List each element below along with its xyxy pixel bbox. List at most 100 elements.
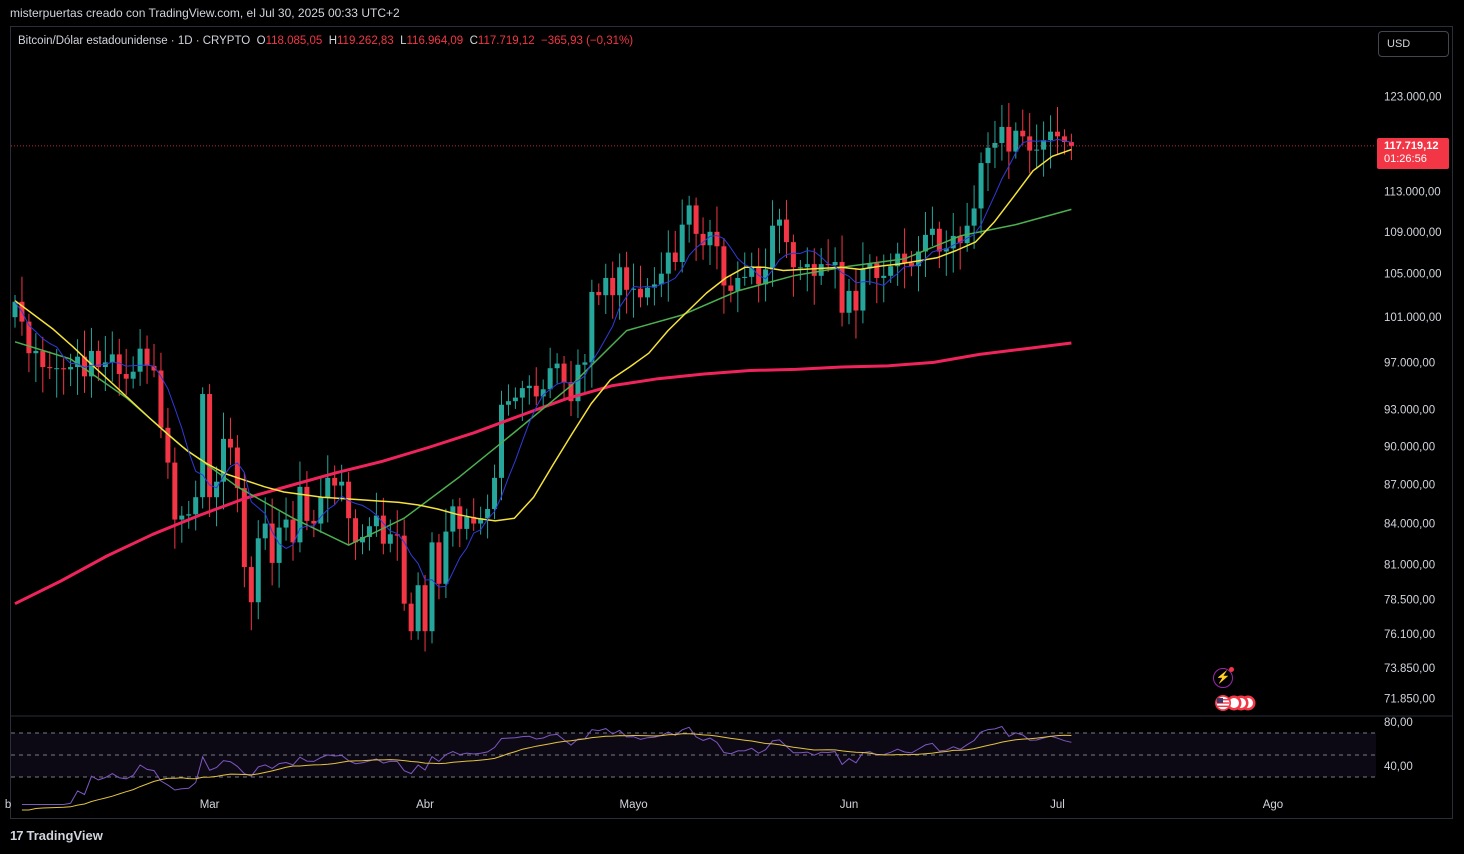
- close-value: 117.719,12: [477, 35, 535, 47]
- candle-body: [102, 362, 108, 368]
- candle-body: [325, 477, 331, 498]
- candle-body: [1055, 131, 1060, 137]
- candle-body: [360, 536, 365, 543]
- us-events-icon[interactable]: [1212, 694, 1256, 712]
- candle-body: [123, 374, 129, 379]
- rsi-tick-label: 80,00: [1384, 717, 1413, 729]
- y-tick-label: 101.000,00: [1384, 312, 1442, 324]
- last-price-value: 117.719,12: [1384, 140, 1439, 152]
- candle-body: [332, 477, 338, 486]
- candle-body: [818, 264, 824, 276]
- candle-body: [1034, 149, 1040, 151]
- candle-body: [992, 142, 998, 148]
- currency-button[interactable]: USD: [1378, 31, 1449, 57]
- candle-body: [172, 462, 178, 520]
- candle-body: [874, 263, 880, 278]
- candle-body: [26, 321, 32, 354]
- x-axis-label: Jul: [1050, 799, 1065, 811]
- chart-attribution: misterpuertas creado con TradingView.com…: [10, 6, 400, 20]
- candle-body: [158, 370, 164, 428]
- candle-body: [582, 362, 588, 365]
- y-tick-label: 93.000,00: [1384, 405, 1435, 417]
- candle-body: [116, 354, 122, 375]
- footer: 17 TradingView: [10, 828, 103, 843]
- candle-body: [658, 273, 664, 285]
- candle-body: [728, 285, 734, 291]
- candle-body: [415, 585, 421, 632]
- lightning-icon[interactable]: ⚡: [1213, 667, 1234, 688]
- candle-body: [631, 288, 637, 290]
- candle-body: [241, 488, 247, 568]
- candle-body: [436, 542, 442, 584]
- candle-body: [95, 350, 101, 368]
- candle-body: [478, 518, 484, 524]
- candle-body: [82, 356, 87, 377]
- candle-body: [957, 235, 963, 244]
- candle-body: [519, 388, 525, 398]
- candle-body: [47, 367, 53, 369]
- candle-body: [644, 287, 650, 298]
- x-axis-label: Jun: [840, 799, 859, 811]
- candle-body: [797, 267, 803, 269]
- low-label: L: [400, 35, 407, 47]
- candle-body: [408, 603, 414, 632]
- candle-body: [860, 268, 866, 311]
- candle-body: [526, 385, 532, 389]
- candle-body: [394, 534, 400, 536]
- candle-body: [207, 394, 213, 498]
- candle-body: [575, 364, 581, 402]
- candle-body: [339, 481, 345, 486]
- y-tick-label: 73.850,00: [1384, 663, 1435, 675]
- x-axis-label: Ago: [1263, 799, 1283, 811]
- x-axis-label: b: [5, 799, 11, 811]
- candle-body: [617, 267, 623, 296]
- candle-body: [193, 497, 199, 515]
- open-value: 118.085,05: [265, 35, 323, 47]
- candle-body: [568, 382, 574, 402]
- candle-body: [186, 514, 192, 516]
- candle-body: [492, 477, 498, 509]
- y-tick-label: 81.000,00: [1384, 559, 1435, 571]
- candle-body: [234, 447, 240, 489]
- moving-average-fast: [14, 138, 1072, 588]
- bar-countdown: 01:26:56: [1384, 153, 1427, 165]
- candle-body: [547, 368, 553, 390]
- candle-body: [999, 126, 1005, 143]
- candle-body: [589, 291, 595, 363]
- candle-body: [651, 284, 657, 288]
- candle-body: [200, 394, 206, 498]
- candle-body: [276, 527, 282, 563]
- y-tick-label: 123.000,00: [1384, 92, 1442, 104]
- candle-body: [804, 264, 810, 268]
- tradingview-logo-text[interactable]: TradingView: [26, 828, 103, 843]
- y-tick-label: 97.000,00: [1384, 357, 1435, 369]
- candle-body: [881, 275, 887, 278]
- change-value: −365,93 (−0,31%): [541, 35, 634, 47]
- candle-body: [227, 438, 233, 448]
- candle-body: [380, 515, 386, 544]
- candle-body: [853, 290, 859, 311]
- candle-body: [540, 389, 546, 397]
- candle-body: [1068, 142, 1074, 146]
- candle-body: [825, 264, 831, 266]
- candle-body: [721, 246, 727, 286]
- candle-body: [971, 208, 977, 226]
- candle-body: [505, 401, 511, 405]
- ohlc-legend: Bitcoin/Dólar estadounidense · 1D · CRYP…: [18, 35, 633, 47]
- candle-body: [429, 542, 435, 632]
- candle-body: [770, 225, 776, 270]
- last-price-badge: 117.719,12 01:26:56: [1377, 138, 1449, 169]
- symbol-description[interactable]: Bitcoin/Dólar estadounidense · 1D · CRYP…: [18, 35, 251, 47]
- candle-body: [512, 397, 518, 402]
- candle-body: [255, 538, 261, 603]
- y-tick-label: 78.500,00: [1384, 594, 1435, 606]
- tradingview-logo-icon[interactable]: 17: [10, 828, 24, 843]
- candle-body: [790, 242, 796, 268]
- candle-body: [533, 385, 539, 397]
- candle-body: [693, 205, 699, 234]
- candle-body: [665, 252, 671, 274]
- candle-body: [485, 508, 491, 519]
- y-tick-label: 113.000,00: [1384, 186, 1441, 198]
- candle-body: [443, 531, 449, 584]
